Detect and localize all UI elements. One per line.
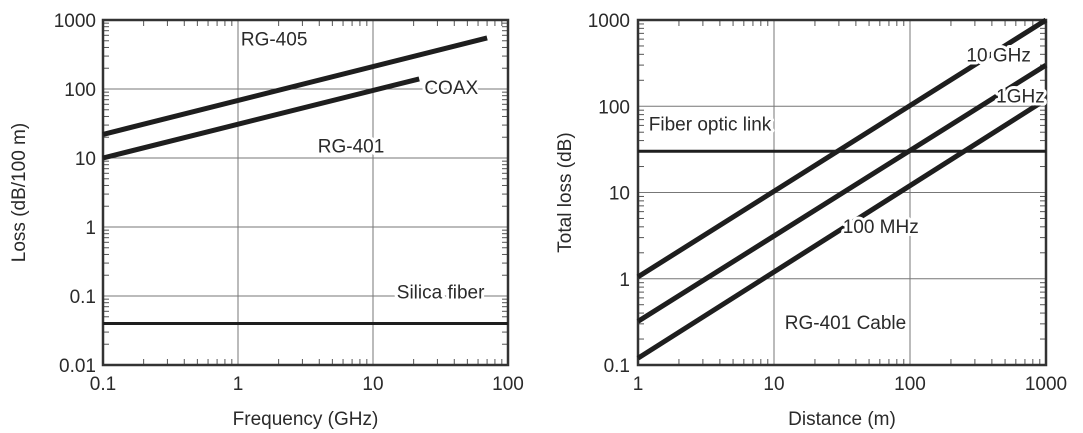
x-axis-label: Frequency (GHz) (233, 409, 379, 430)
annotation-rg-405: RG-405 (241, 29, 308, 50)
y-tick-label: 1000 (54, 11, 96, 32)
x-tick-label: 0.1 (90, 374, 116, 395)
x-tick-label: 100 (492, 374, 524, 395)
annotation-rg-401: RG-401 (318, 137, 385, 158)
y-tick-label: 0.1 (604, 356, 630, 377)
y-tick-label: 0.1 (70, 287, 96, 308)
y-axis-label: Total loss (dB) (555, 132, 576, 252)
y-tick-label: 1000 (588, 11, 630, 32)
y-tick-label: 1 (85, 218, 96, 239)
annotation-100-mhz: 100 MHz (843, 217, 919, 238)
annotation-fiber-optic-link: Fiber optic link (649, 115, 772, 136)
x-tick-label: 10 (362, 374, 383, 395)
x-tick-label: 1 (233, 374, 244, 395)
y-tick-label: 1 (619, 270, 630, 291)
annotation-10-ghz: 10 GHz (966, 46, 1030, 67)
y-tick-label: 0.01 (59, 356, 96, 377)
x-tick-label: 100 (894, 374, 926, 395)
minor-ticks (103, 20, 508, 365)
annotation-silica-fiber: Silica fiber (397, 282, 485, 303)
series-line-1ghz (638, 65, 1046, 321)
x-tick-label: 10 (763, 374, 784, 395)
y-tick-label: 10 (75, 149, 96, 170)
x-tick-label: 1000 (1025, 374, 1067, 395)
x-axis-label: Distance (m) (788, 409, 896, 430)
y-tick-label: 10 (609, 184, 630, 205)
y-tick-label: 100 (598, 97, 630, 118)
annotation-coax: COAX (424, 78, 478, 99)
annotation-rg-401-cable: RG-401 Cable (785, 313, 906, 334)
plot-frame (103, 20, 508, 365)
grid-lines (103, 20, 508, 365)
annotation-1ghz: 1GHz (996, 87, 1045, 108)
y-axis-label: Loss (dB/100 m) (9, 123, 30, 262)
y-tick-label: 100 (64, 80, 96, 101)
x-tick-label: 1 (633, 374, 644, 395)
